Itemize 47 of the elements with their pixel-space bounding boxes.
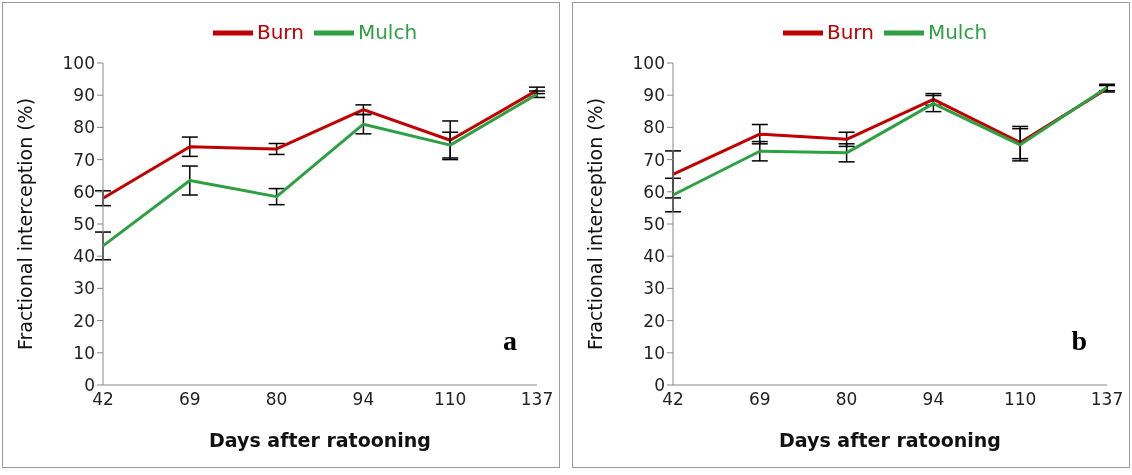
line-series: [101, 88, 539, 200]
x-tick-label: 137: [520, 389, 554, 410]
annotation: a: [503, 325, 517, 357]
legend-label: Burn: [826, 19, 874, 44]
y-tick-label: 40: [73, 246, 95, 267]
x-tick-label: 42: [92, 389, 114, 410]
x-tick-label: 110: [433, 389, 467, 410]
x-tick-label: 94: [352, 389, 375, 410]
x-tick-label: 80: [265, 389, 288, 410]
x-tick-label: 69: [748, 389, 771, 410]
line-series: [101, 92, 539, 248]
legend-label: Mulch: [927, 19, 988, 44]
y-tick-label: 100: [632, 53, 665, 74]
y-tick-label: 60: [643, 181, 665, 202]
y-tick-label: 70: [643, 149, 665, 170]
y-tick-label: 60: [73, 181, 95, 202]
y-tick-label: 0: [654, 375, 665, 396]
x-tick-label: 110: [1003, 389, 1037, 410]
y-tick-label: 20: [73, 310, 95, 331]
y-tick-label: 40: [643, 246, 665, 267]
y-axis-title: Fractional interception (%): [13, 97, 36, 351]
x-tick-label: 137: [1090, 389, 1124, 410]
x-tick-label: 94: [922, 389, 945, 410]
y-tick-label: 80: [643, 117, 665, 138]
y-tick-label: 90: [73, 85, 95, 106]
y-tick-label: 50: [73, 214, 95, 235]
x-axis-title: Days after ratooning: [779, 429, 1001, 451]
y-axis-title: Fractional interception (%): [583, 97, 606, 351]
y-tick-label: 90: [643, 85, 665, 106]
x-tick-label: 42: [662, 389, 684, 410]
x-axis-title: Days after ratooning: [209, 429, 431, 451]
y-tick-label: 10: [643, 342, 665, 363]
line-series: [671, 85, 1109, 197]
y-tick-label: 30: [73, 278, 95, 299]
annotation: b: [1071, 325, 1087, 357]
x-tick-label: 69: [178, 389, 201, 410]
y-tick-label: 20: [643, 310, 665, 331]
legend-label: Burn: [256, 19, 304, 44]
y-tick-label: 30: [643, 278, 665, 299]
y-tick-label: 10: [73, 342, 95, 363]
y-tick-label: 100: [62, 53, 95, 74]
y-tick-label: 70: [73, 149, 95, 170]
legend-label: Mulch: [357, 19, 418, 44]
x-tick-label: 80: [835, 389, 858, 410]
y-tick-label: 80: [73, 117, 95, 138]
y-tick-label: 0: [84, 375, 95, 396]
y-tick-label: 50: [643, 214, 665, 235]
